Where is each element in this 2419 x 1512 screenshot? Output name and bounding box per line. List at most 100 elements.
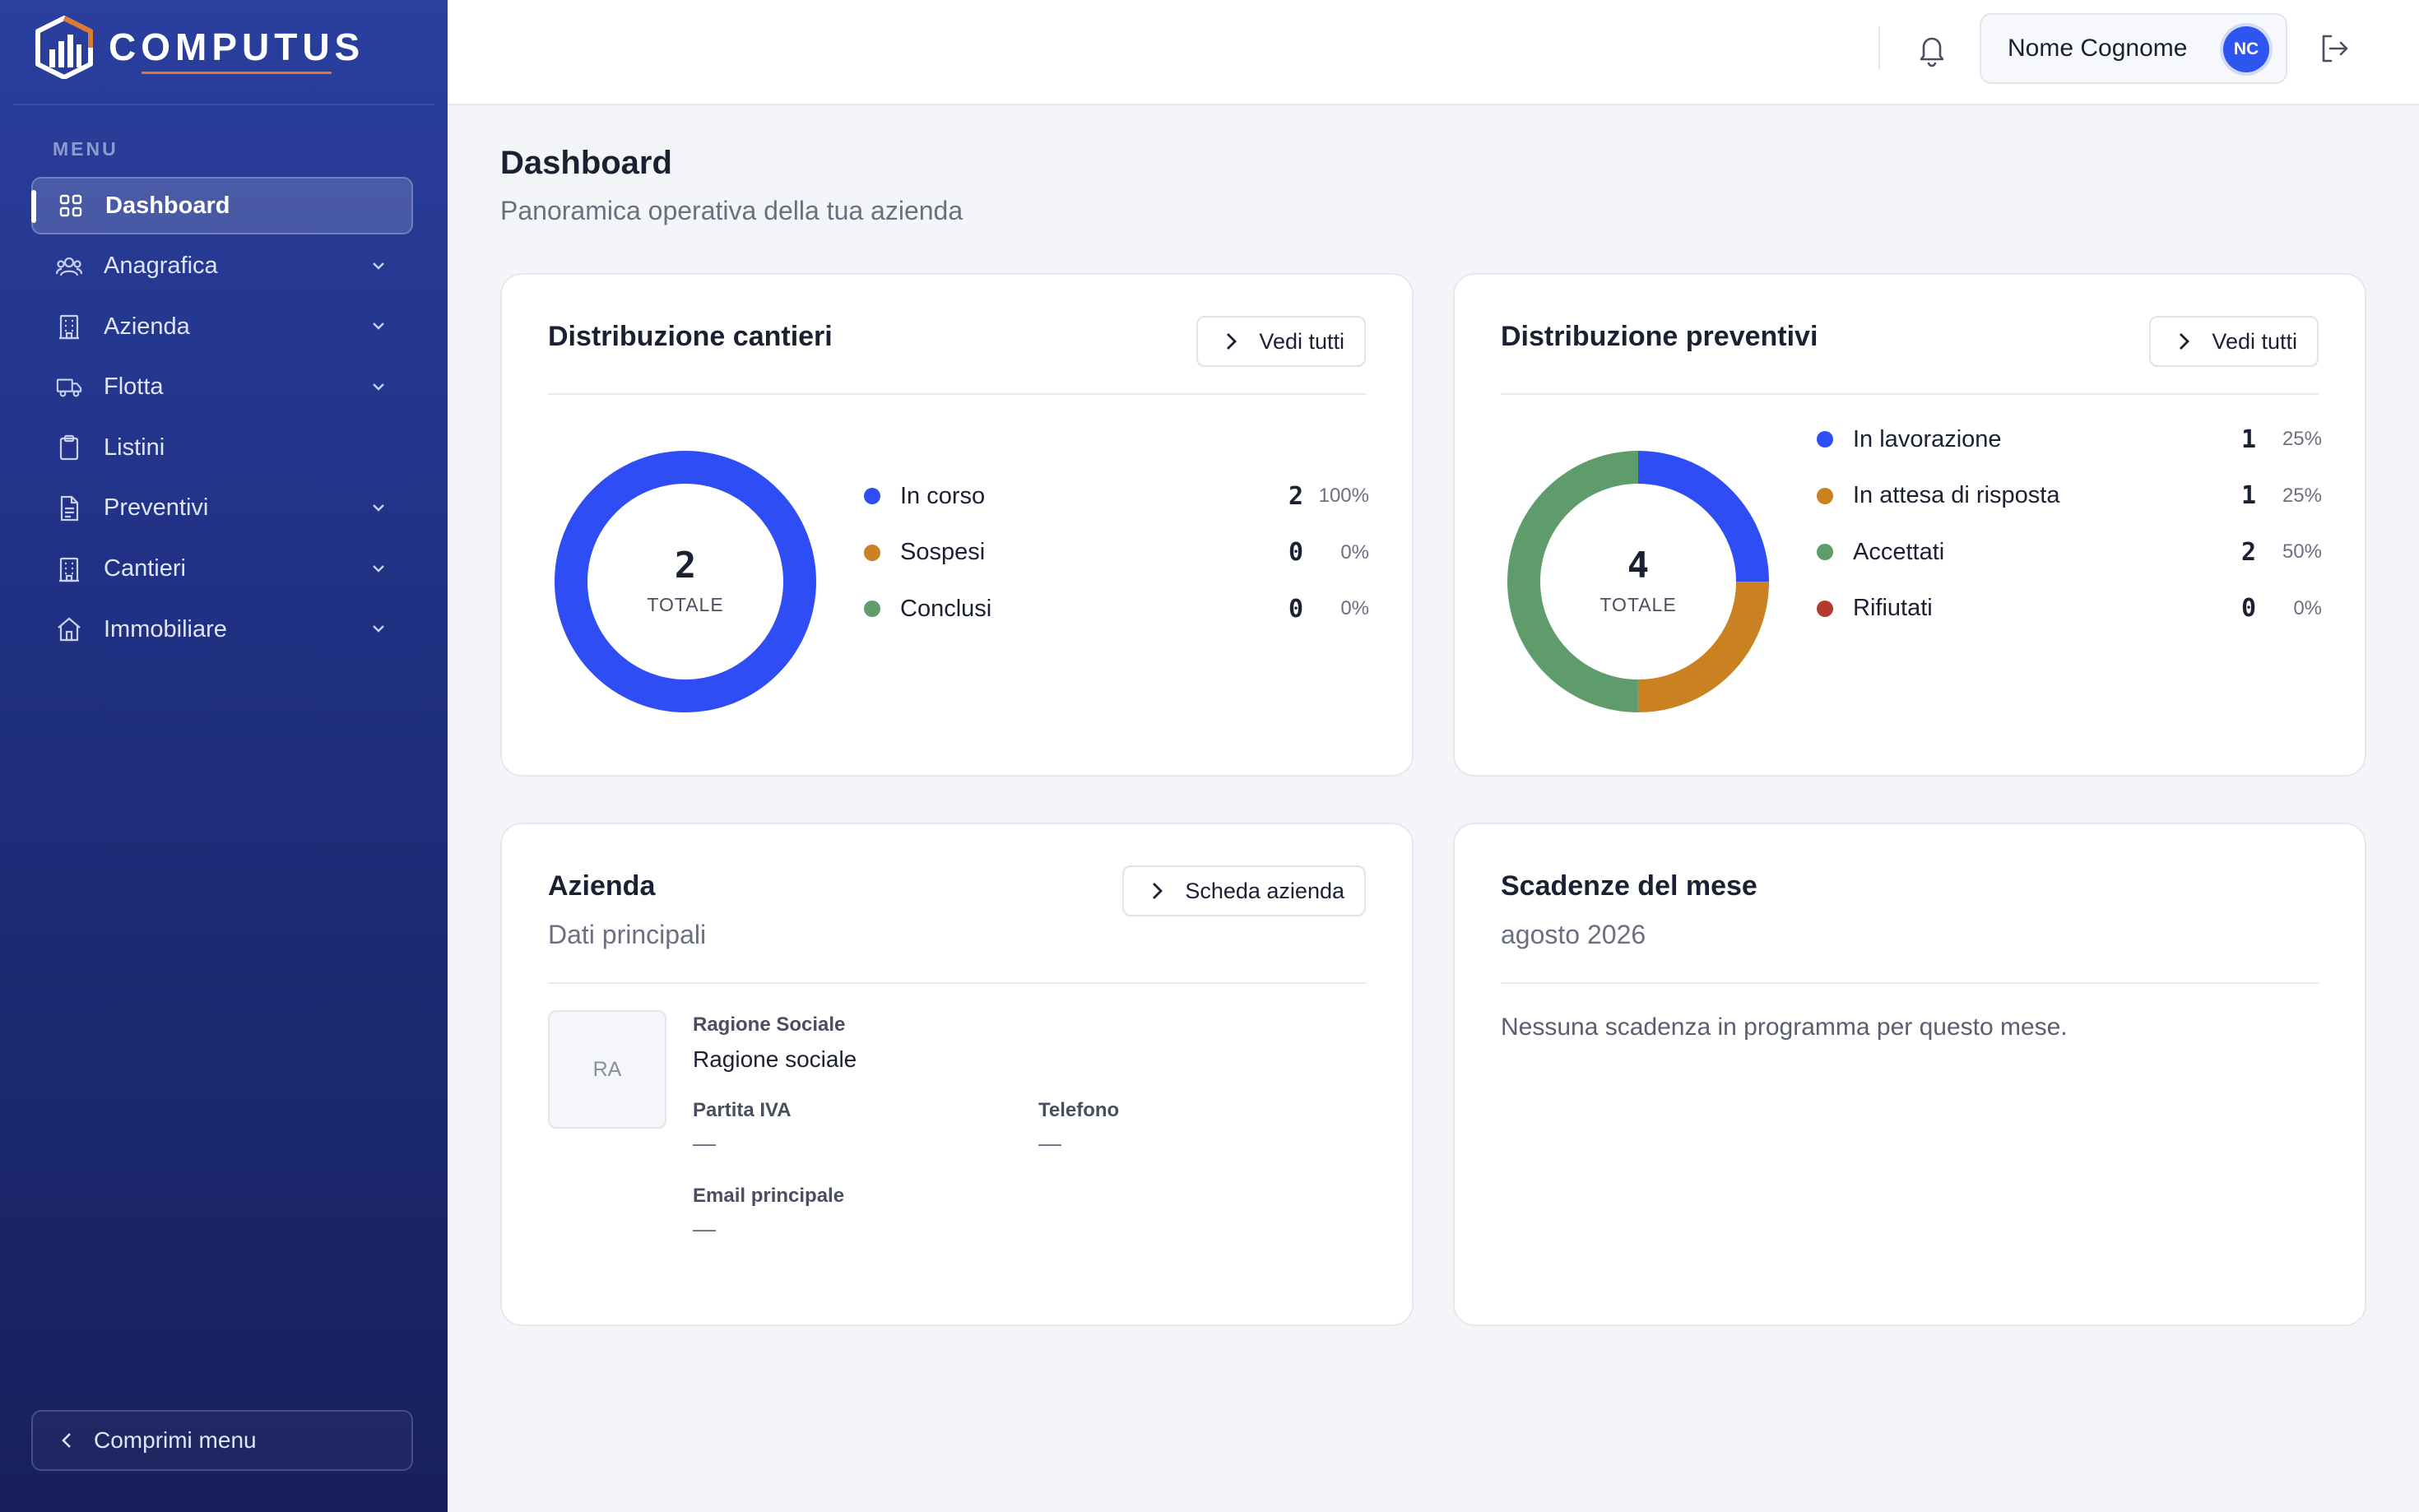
legend-label: In corso bbox=[900, 482, 986, 509]
sidebar-item-anagrafica[interactable]: Anagrafica bbox=[31, 238, 413, 295]
chevron-down-icon bbox=[373, 322, 384, 330]
collapse-menu-button[interactable]: Comprimi menu bbox=[31, 1410, 413, 1471]
legend-label: In attesa di risposta bbox=[1853, 482, 2060, 509]
preventivi-card: Distribuzione preventivi Vedi tutti 4 TO… bbox=[1453, 273, 2366, 777]
card-subtitle: agosto 2026 bbox=[1501, 920, 1646, 949]
legend-label: In lavorazione bbox=[1853, 425, 2002, 452]
logout-icon[interactable] bbox=[2317, 31, 2352, 66]
card-title: Scadenze del mese bbox=[1501, 870, 1757, 902]
legend-dot bbox=[864, 488, 880, 505]
sidebar-item-listini[interactable]: Listini bbox=[31, 419, 413, 476]
donut-total: 2 bbox=[674, 544, 697, 587]
legend-label: Conclusi bbox=[900, 595, 992, 622]
chevron-down-icon bbox=[373, 564, 384, 573]
sidebar-item-label: Dashboard bbox=[105, 192, 230, 219]
legend-dot bbox=[1817, 487, 1833, 504]
divider bbox=[13, 104, 434, 105]
divider bbox=[1501, 982, 2319, 984]
view-all-button[interactable]: Vedi tutti bbox=[1196, 316, 1366, 367]
preventivi-donut-chart: 4 TOTALE bbox=[1507, 451, 1769, 712]
company-profile-label: Scheda azienda bbox=[1185, 878, 1344, 903]
legend-item: Accettati 2 50% bbox=[1817, 524, 2322, 581]
sidebar-item-dashboard[interactable]: Dashboard bbox=[31, 177, 413, 234]
chevron-right-icon bbox=[1153, 883, 1163, 899]
view-all-button[interactable]: Vedi tutti bbox=[2149, 316, 2319, 367]
user-name: Nome Cognome bbox=[2008, 35, 2188, 62]
truck-icon bbox=[56, 374, 82, 401]
cantieri-slice-in-corso bbox=[555, 451, 816, 712]
legend-value: 2 bbox=[1288, 481, 1303, 511]
company-logo-placeholder: RA bbox=[548, 1010, 666, 1129]
sidebar-item-label: Flotta bbox=[104, 373, 164, 401]
brand[interactable]: COMPUTUS bbox=[31, 15, 364, 79]
field-value-email: — bbox=[693, 1216, 716, 1241]
sidebar-item-azienda[interactable]: Azienda bbox=[31, 298, 413, 355]
chevron-down-icon bbox=[373, 262, 384, 270]
sidebar-item-flotta[interactable]: Flotta bbox=[31, 359, 413, 416]
legend-dot bbox=[1817, 544, 1833, 561]
building-icon bbox=[56, 556, 82, 582]
field-label-email: Email principale bbox=[693, 1185, 845, 1207]
building-icon bbox=[56, 313, 82, 340]
legend-value: 0 bbox=[2240, 594, 2256, 624]
legend-label: Sospesi bbox=[900, 539, 986, 566]
legend-dot bbox=[864, 544, 880, 561]
legend-value: 1 bbox=[2240, 424, 2256, 454]
card-title: Distribuzione cantieri bbox=[548, 321, 833, 352]
chevron-right-icon bbox=[2180, 333, 2190, 350]
field-label-ragione-sociale: Ragione Sociale bbox=[693, 1013, 846, 1036]
users-icon bbox=[56, 253, 82, 280]
legend-percent: 100% bbox=[1318, 485, 1369, 508]
sidebar-nav: Dashboard Anagrafica Azienda bbox=[31, 177, 413, 661]
sidebar-item-label: Azienda bbox=[104, 313, 190, 340]
avatar: NC bbox=[2223, 26, 2269, 72]
cantieri-legend: In corso 2 100% Sospesi 0 0% Conclusi 0 … bbox=[864, 468, 1369, 638]
page-title: Dashboard bbox=[500, 145, 672, 181]
legend-item: In lavorazione 1 25% bbox=[1817, 411, 2322, 468]
scadenze-card: Scadenze del mese agosto 2026 Nessuna sc… bbox=[1453, 823, 2366, 1326]
chevron-down-icon bbox=[373, 504, 384, 512]
grid-icon bbox=[58, 192, 84, 219]
chevron-down-icon bbox=[373, 625, 384, 633]
field-label-partita-iva: Partita IVA bbox=[693, 1099, 792, 1121]
divider bbox=[1501, 393, 2319, 395]
donut-total-label: TOTALE bbox=[647, 593, 724, 615]
brand-name: COMPUTUS bbox=[109, 26, 365, 74]
legend-item: In corso 2 100% bbox=[864, 468, 1369, 525]
sidebar-item-cantieri[interactable]: Cantieri bbox=[31, 540, 413, 598]
legend-dot bbox=[1817, 600, 1833, 617]
legend-percent: 25% bbox=[2282, 428, 2322, 451]
user-menu-button[interactable]: Nome Cognome NC bbox=[1980, 13, 2287, 84]
field-value-ragione-sociale: Ragione sociale bbox=[693, 1046, 857, 1072]
legend-percent: 0% bbox=[1340, 540, 1369, 564]
card-title: Azienda bbox=[548, 870, 656, 902]
cantieri-card: Distribuzione cantieri Vedi tutti 2 TOTA… bbox=[500, 273, 1414, 777]
card-subtitle: Dati principali bbox=[548, 920, 707, 949]
company-profile-button[interactable]: Scheda azienda bbox=[1122, 865, 1366, 916]
preventivi-slice-accettati bbox=[1507, 451, 1769, 712]
sidebar-item-preventivi[interactable]: Preventivi bbox=[31, 480, 413, 537]
legend-value: 2 bbox=[2240, 537, 2256, 567]
field-value-telefono: — bbox=[1038, 1130, 1061, 1156]
computus-logo-icon bbox=[35, 16, 93, 79]
sidebar-item-immobiliare[interactable]: Immobiliare bbox=[31, 601, 413, 658]
divider bbox=[1878, 26, 1880, 69]
page-subtitle: Panoramica operativa della tua azienda bbox=[500, 196, 963, 225]
divider bbox=[548, 393, 1366, 395]
clipboard-icon bbox=[56, 434, 82, 461]
legend-item: In attesa di risposta 1 25% bbox=[1817, 468, 2322, 525]
legend-percent: 25% bbox=[2282, 484, 2322, 507]
empty-state-message: Nessuna scadenza in programma per questo… bbox=[1501, 1013, 2068, 1041]
view-all-label: Vedi tutti bbox=[1259, 328, 1344, 354]
topbar: Nome Cognome NC bbox=[448, 0, 2419, 105]
azienda-card: Azienda Dati principali Scheda azienda R… bbox=[500, 823, 1414, 1326]
donut-total-label: TOTALE bbox=[1600, 593, 1677, 615]
cantieri-donut-chart: 2 TOTALE bbox=[555, 451, 816, 712]
sidebar-item-label: Cantieri bbox=[104, 555, 186, 582]
sidebar-item-label: Preventivi bbox=[104, 494, 209, 522]
bell-icon[interactable] bbox=[1915, 31, 1948, 67]
preventivi-slice-in-attesa-di-risposta bbox=[1507, 451, 1769, 712]
legend-value: 0 bbox=[1288, 594, 1303, 624]
field-label-telefono: Telefono bbox=[1038, 1099, 1120, 1121]
sidebar-item-label: Anagrafica bbox=[104, 253, 218, 280]
